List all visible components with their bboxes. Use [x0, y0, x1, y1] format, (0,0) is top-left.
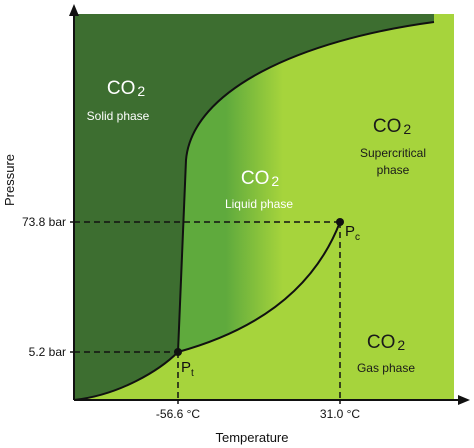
x-axis-title: Temperature: [216, 430, 289, 445]
solid-phase-label: Solid phase: [87, 109, 150, 123]
liquid-phase-label: Liquid phase: [225, 197, 293, 211]
critical-point-label: Pc: [345, 223, 360, 243]
sublimation-curve: [73, 351, 179, 401]
y-axis-title: Pressure: [2, 154, 17, 206]
vaporization-curve: [177, 221, 341, 353]
y-axis-arrow-icon: [69, 4, 79, 16]
melting-curve: [177, 21, 435, 353]
gas-phase-formula: CO 2: [367, 332, 406, 353]
solid-phase-formula: CO 2: [107, 78, 146, 99]
gas-phase-label: Gas phase: [357, 361, 415, 375]
x-tick-label-triple: -56.6 °C: [156, 407, 200, 421]
gas-region-fill: [74, 222, 340, 400]
critical-point-marker: [336, 218, 344, 226]
supercritical-phase-label-line2: phase: [377, 163, 410, 177]
y-tick-label-triple: 5.2 bar: [29, 345, 66, 359]
x-axis-arrow-icon: [458, 395, 470, 405]
supercritical-phase-label-line1: Supercritical: [360, 146, 426, 160]
solid-region: [74, 14, 434, 400]
triple-point-marker: [174, 348, 182, 356]
supercritical-phase-formula: CO 2: [373, 116, 412, 137]
y-tick-label-critical: 73.8 bar: [22, 215, 66, 229]
triple-point-label: Pt: [181, 359, 194, 379]
x-tick-label-critical: 31.0 °C: [320, 407, 360, 421]
liquid-phase-formula: CO 2: [241, 168, 280, 189]
